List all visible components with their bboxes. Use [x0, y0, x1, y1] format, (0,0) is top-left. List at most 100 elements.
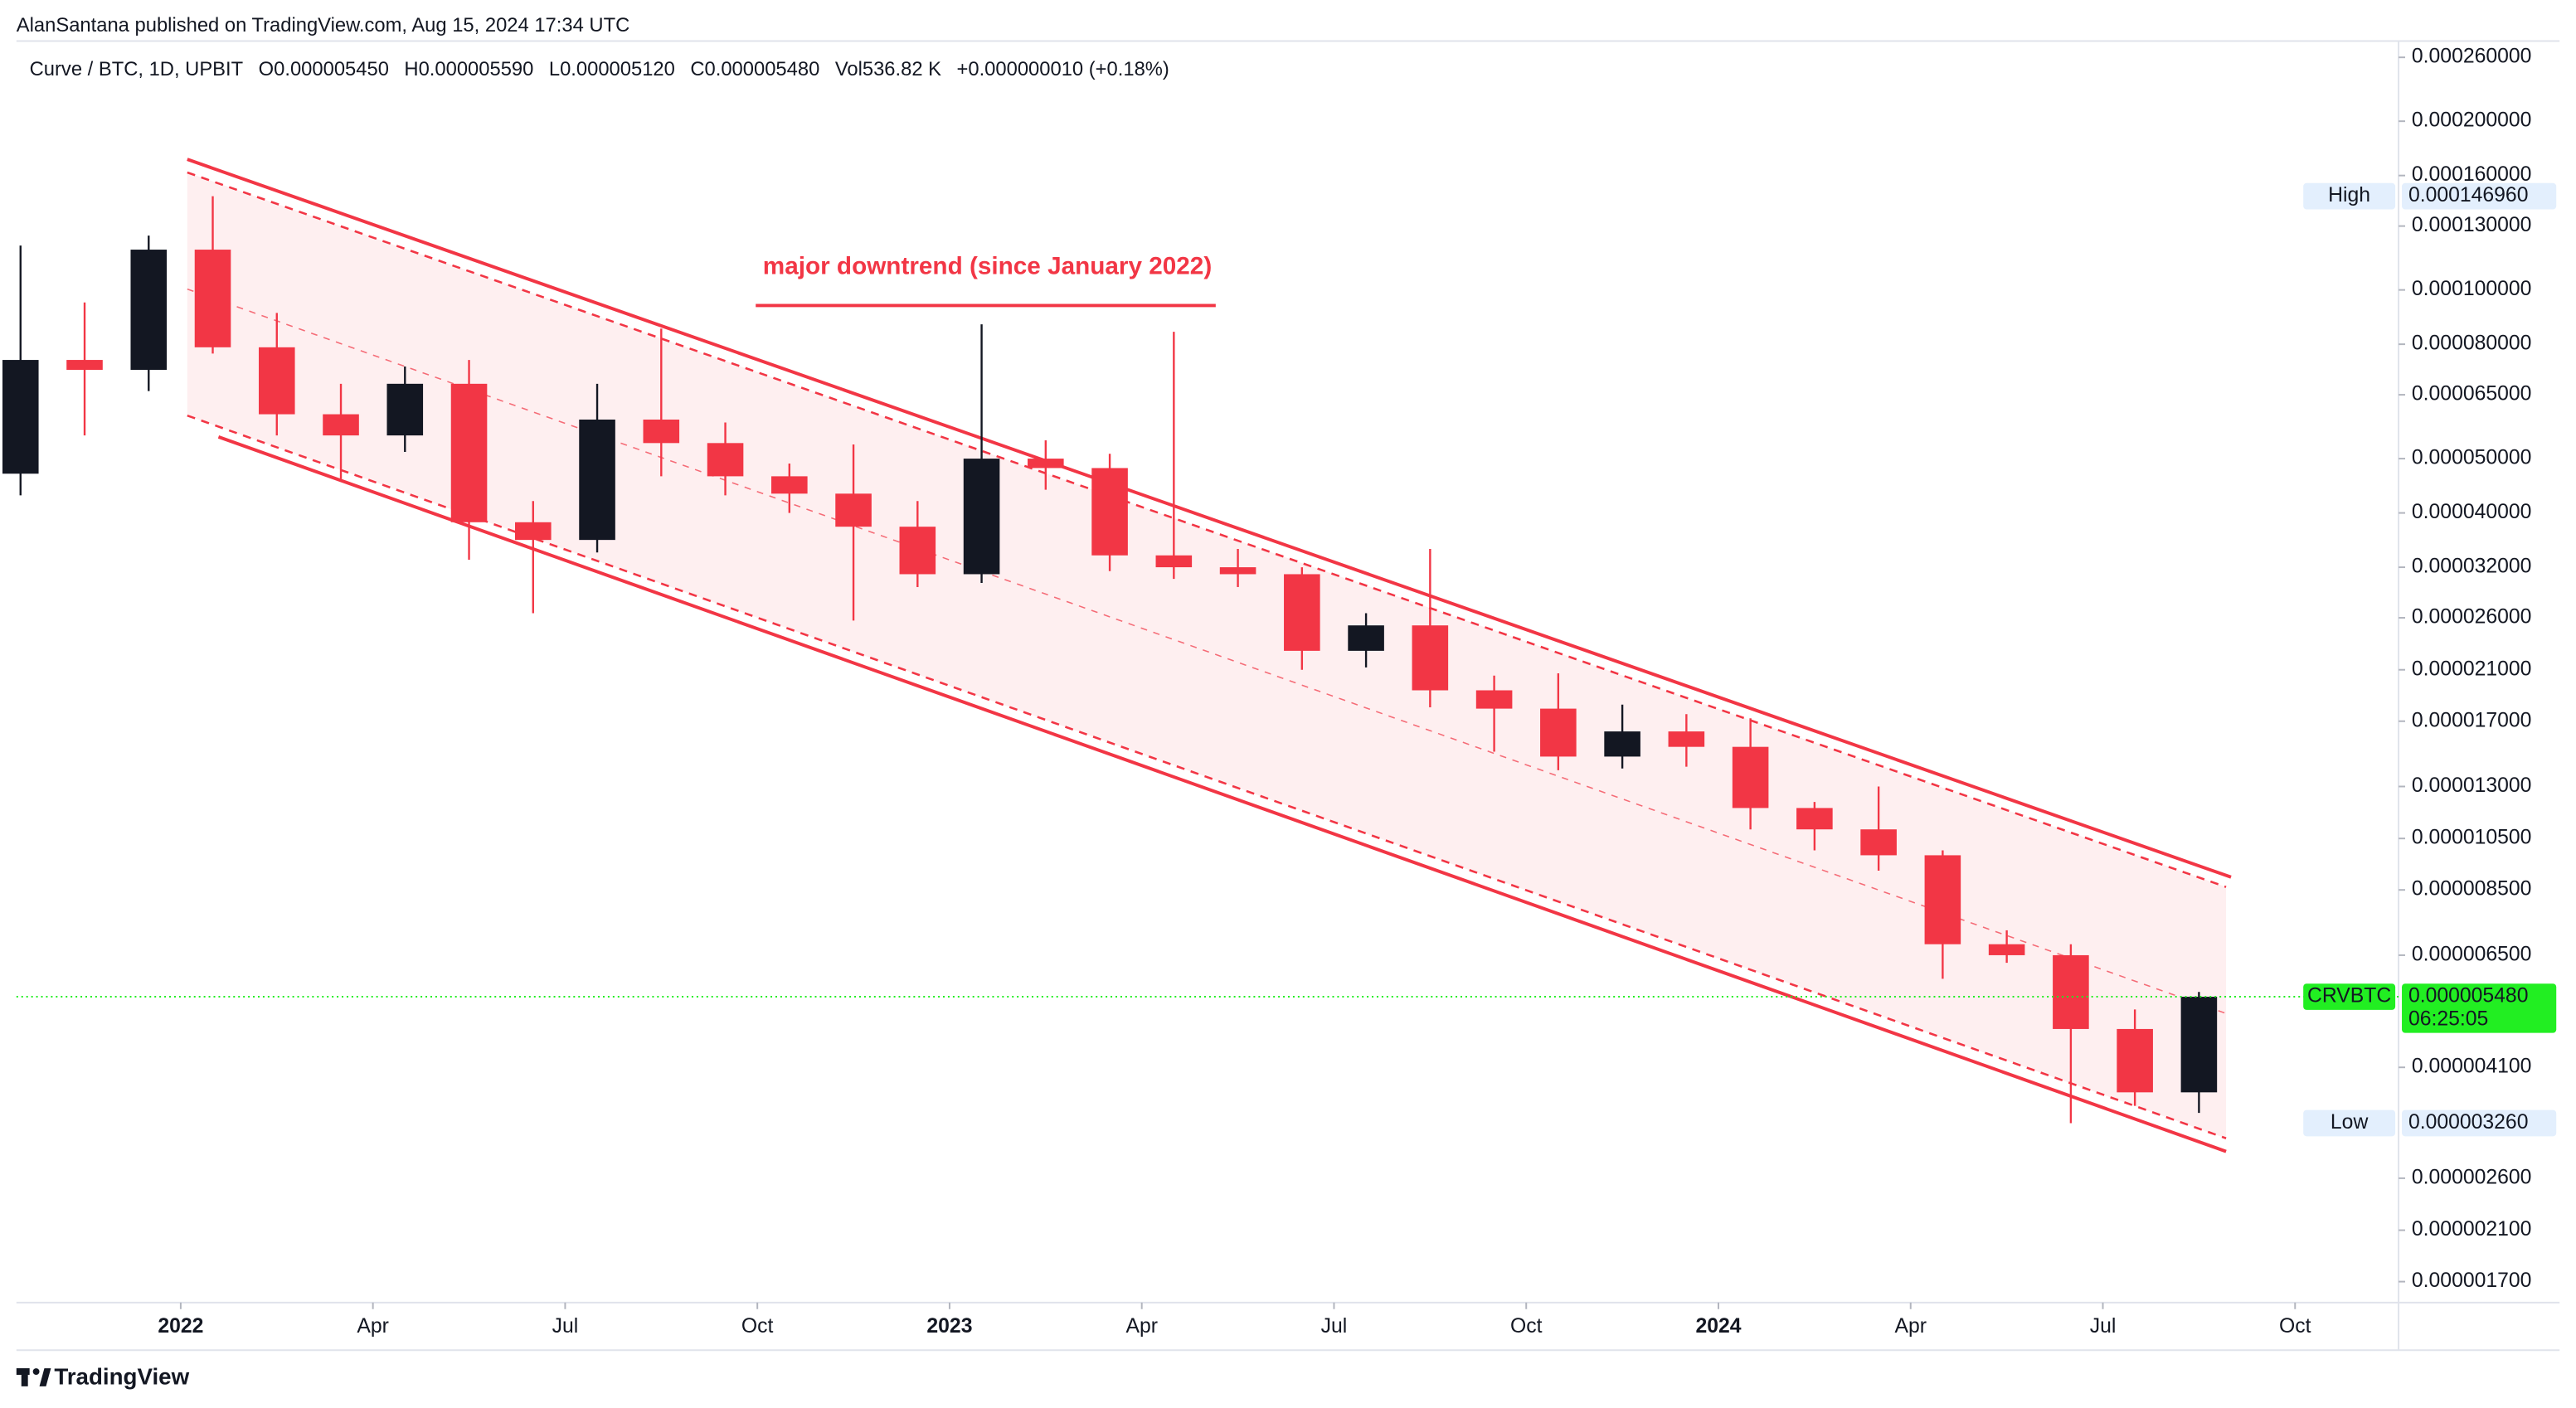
legend-symbol: Curve / BTC, 1D, UPBIT — [30, 58, 244, 80]
price-name: High — [2328, 184, 2370, 206]
price-value-box — [2402, 1109, 2557, 1137]
candle-body — [1732, 746, 1769, 808]
channel-upper-inner — [187, 171, 2227, 888]
y-tick-label: 0.000130000 — [2412, 214, 2532, 236]
attribution: AlanSantana published on TradingView.com… — [17, 14, 629, 36]
candle-body — [643, 420, 680, 444]
x-tick-label: Oct — [741, 1315, 774, 1338]
y-tick-label: 0.000001700 — [2412, 1270, 2532, 1292]
price-label: Low 0.000003260 — [2303, 1109, 2557, 1137]
candle-body — [2053, 954, 2089, 1029]
legend-item: H0.000005590 — [404, 58, 533, 80]
y-tick-label: 0.000002100 — [2412, 1218, 2532, 1240]
x-tick-label: Jul — [1321, 1315, 1348, 1338]
candle-body — [707, 443, 744, 477]
x-tick-label: Apr — [357, 1315, 389, 1338]
candle-body — [579, 420, 615, 541]
x-tick-label: Oct — [2279, 1315, 2311, 1338]
x-tick-label: Oct — [1510, 1315, 1543, 1338]
y-tick-label: 0.000160000 — [2412, 163, 2532, 186]
candle-body — [835, 493, 872, 527]
candle-body — [963, 459, 1000, 575]
candle-body — [1091, 468, 1128, 556]
candle-body — [450, 383, 488, 522]
y-tick-label: 0.000200000 — [2412, 109, 2532, 132]
y-tick-label: 0.000021000 — [2412, 658, 2532, 680]
annotation: major downtrend (since January 2022) — [763, 253, 1212, 280]
candles — [2, 196, 2218, 1124]
y-tick-label: 0.000010500 — [2412, 827, 2532, 849]
candle-body — [1219, 567, 1256, 575]
candle-body — [1924, 855, 1961, 944]
price-name-box — [2303, 182, 2396, 210]
candle-body — [386, 383, 424, 436]
candle-body — [1540, 708, 1577, 757]
candle-body — [1284, 574, 1320, 651]
price-value: 0.000005480 — [2408, 985, 2529, 1007]
price-name-box — [2303, 1109, 2396, 1137]
channel-upper — [187, 158, 2232, 879]
price-name: Low — [2331, 1111, 2369, 1134]
candle-body — [1860, 829, 1897, 856]
candle-body — [66, 360, 103, 371]
y-tick-label: 0.000260000 — [2412, 46, 2532, 68]
channel-lower — [217, 435, 2227, 1153]
legend-item: +0.000000010 (+0.18%) — [956, 58, 1169, 80]
candle-body — [1155, 555, 1193, 568]
candle-body — [2, 360, 39, 474]
brand-logo — [16, 1368, 51, 1386]
channel-mid — [187, 288, 2227, 1014]
candle-body — [1475, 690, 1513, 709]
y-tick-label: 0.000002600 — [2412, 1166, 2532, 1188]
y-tick-label: 0.000080000 — [2412, 333, 2532, 355]
price-value-box — [2402, 182, 2557, 210]
x-tick-label: Apr — [1894, 1315, 1927, 1338]
channel-fill — [187, 172, 2227, 1139]
candle-body — [2180, 997, 2218, 1093]
y-tick-label: 0.000026000 — [2412, 606, 2532, 629]
x-tick-label: Jul — [2090, 1315, 2117, 1338]
candle-body — [194, 250, 231, 347]
y-tick-label: 0.000050000 — [2412, 447, 2532, 469]
legend-item: Vol536.82 K — [835, 58, 941, 80]
candle-body — [2117, 1028, 2153, 1093]
price-value-box — [2402, 983, 2557, 1033]
candle-body — [1604, 731, 1640, 757]
candle-body — [1028, 459, 1064, 469]
candle-body — [899, 527, 936, 575]
brand-name: TradingView — [54, 1363, 189, 1389]
candle-body — [1668, 731, 1705, 747]
y-tick-label: 0.000040000 — [2412, 501, 2532, 523]
y-tick-label: 0.000013000 — [2412, 774, 2532, 797]
y-tick-label: 0.000100000 — [2412, 278, 2532, 300]
y-tick-label: 0.000017000 — [2412, 709, 2532, 731]
candle-body — [258, 347, 295, 415]
y-tick-label: 0.000032000 — [2412, 556, 2532, 578]
x-tick-label: 2024 — [1695, 1315, 1741, 1338]
x-tick-label: 2022 — [158, 1315, 203, 1338]
price-label: High 0.000146960 — [2303, 182, 2557, 210]
candle-body — [1796, 808, 1833, 830]
candle-body — [1412, 625, 1449, 691]
x-tick-label: 2023 — [926, 1315, 972, 1338]
legend-header: Curve / BTC, 1D, UPBIT O0.000005450 H0.0… — [30, 58, 1169, 80]
y-tick-label: 0.000008500 — [2412, 878, 2532, 901]
countdown: 06:25:05 — [2408, 1007, 2488, 1030]
candle-body — [1988, 944, 2025, 955]
legend-item: O0.000005450 — [259, 58, 389, 80]
x-tick-label: Jul — [552, 1315, 579, 1338]
price-name-box — [2303, 983, 2396, 1010]
legend-item: L0.000005120 — [549, 58, 675, 80]
candle-body — [1348, 625, 1384, 651]
candle-body — [323, 414, 359, 436]
candle-body — [515, 522, 552, 541]
price-name: CRVBTC — [2307, 985, 2391, 1007]
x-tick-label: Apr — [1125, 1315, 1158, 1338]
y-tick-label: 0.000065000 — [2412, 383, 2532, 405]
candle-body — [130, 250, 168, 371]
y-tick-label: 0.000004100 — [2412, 1056, 2532, 1078]
